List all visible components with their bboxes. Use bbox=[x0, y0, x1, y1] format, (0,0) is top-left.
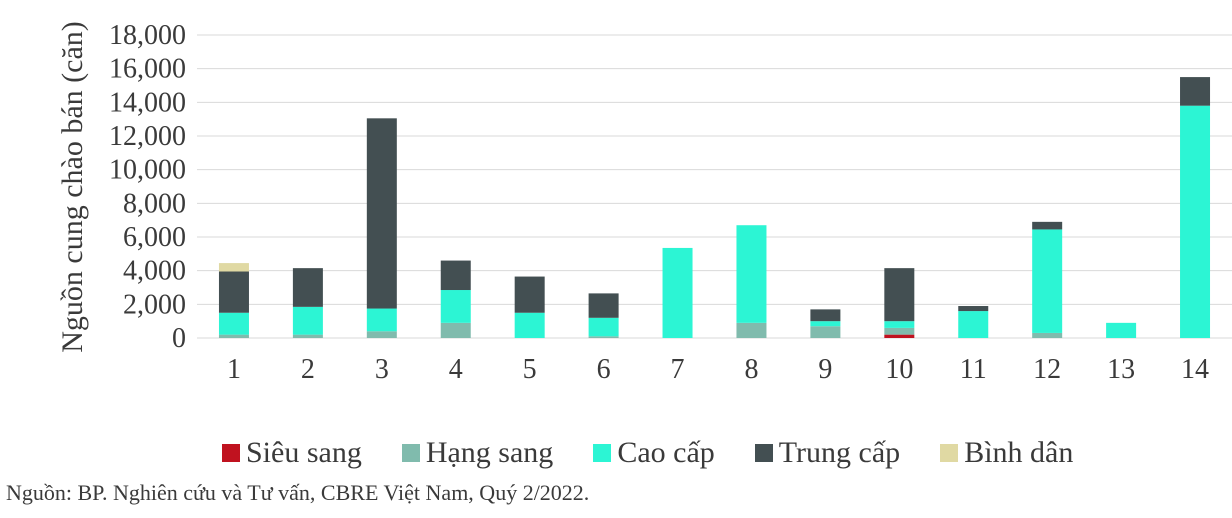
bar-segment bbox=[1032, 221, 1063, 230]
y-tick-label: 14,000 bbox=[109, 87, 186, 118]
x-tick-label: 4 bbox=[449, 354, 463, 385]
bar-segment bbox=[1180, 105, 1211, 338]
legend-label-sieu-sang: Siêu sang bbox=[246, 436, 362, 469]
bar-segment bbox=[366, 118, 397, 309]
gridlines bbox=[197, 34, 1232, 339]
x-tick-label: 9 bbox=[818, 354, 832, 385]
bar-segment bbox=[958, 306, 989, 312]
y-tick-label: 2,000 bbox=[123, 289, 186, 320]
bar-segment bbox=[884, 334, 915, 338]
bar-segment bbox=[292, 306, 323, 335]
legend-swatch-binh-dan bbox=[940, 444, 959, 462]
x-axis-ticks: 1 2 3 4 5 6 7 8 9 10 11 12 13 14 bbox=[227, 354, 1209, 385]
bar-segment bbox=[884, 268, 915, 322]
bar-segment bbox=[884, 327, 915, 335]
legend-label-binh-dan: Bình dân bbox=[964, 436, 1074, 469]
legend-label-trung-cap: Trung cấp bbox=[778, 436, 901, 469]
bar-segment bbox=[1180, 77, 1211, 106]
bar-segment bbox=[218, 263, 249, 272]
y-tick-label: 0 bbox=[172, 323, 186, 354]
y-tick-label: 4,000 bbox=[123, 256, 186, 287]
y-tick-label: 6,000 bbox=[123, 222, 186, 253]
y-axis-title: Nguồn cung chào bán (căn) bbox=[56, 21, 89, 353]
y-tick-label: 18,000 bbox=[109, 20, 186, 51]
x-tick-label: 12 bbox=[1033, 354, 1061, 385]
bar-segment bbox=[810, 321, 841, 327]
bar-segment bbox=[366, 331, 397, 338]
bar-segment bbox=[736, 322, 767, 338]
y-tick-label: 8,000 bbox=[123, 188, 186, 219]
source-note: Nguồn: BP. Nghiên cứu và Tư vấn, CBRE Vi… bbox=[6, 480, 590, 505]
legend-swatch-hang-sang bbox=[401, 444, 420, 462]
bar-segment bbox=[514, 276, 545, 313]
x-tick-label: 2 bbox=[301, 354, 315, 385]
bar-segment bbox=[366, 308, 397, 332]
x-tick-label: 3 bbox=[375, 354, 389, 385]
bar-segment bbox=[292, 268, 323, 307]
bar-segment bbox=[810, 326, 841, 338]
x-tick-label: 8 bbox=[744, 354, 758, 385]
legend-label-hang-sang: Hạng sang bbox=[425, 436, 554, 469]
legend-swatch-trung-cap bbox=[754, 444, 773, 462]
bar-segment bbox=[218, 271, 249, 313]
legend-item-trung-cap: Trung cấp bbox=[754, 436, 901, 470]
legend-item-hang-sang: Hạng sang bbox=[401, 436, 554, 470]
bar-segment bbox=[1032, 229, 1063, 333]
bar-segment bbox=[440, 290, 471, 323]
bar-segment bbox=[588, 336, 619, 338]
bar-segment bbox=[218, 334, 249, 338]
bars bbox=[218, 77, 1211, 338]
bar-segment bbox=[810, 309, 841, 322]
bar-segment bbox=[218, 312, 249, 335]
bar-segment bbox=[440, 322, 471, 338]
x-tick-label: 13 bbox=[1107, 354, 1135, 385]
legend: Siêu sang Hạng sang Cao cấp Trung cấp Bì… bbox=[222, 436, 1113, 470]
x-tick-label: 11 bbox=[960, 354, 987, 385]
x-tick-label: 10 bbox=[885, 354, 913, 385]
x-tick-label: 6 bbox=[597, 354, 611, 385]
legend-item-binh-dan: Bình dân bbox=[940, 436, 1073, 470]
bar-segment bbox=[736, 225, 767, 323]
x-tick-label: 5 bbox=[523, 354, 537, 385]
bar-segment bbox=[588, 293, 619, 318]
x-tick-label: 1 bbox=[227, 354, 241, 385]
bar-segment bbox=[440, 260, 471, 291]
bar-segment bbox=[292, 334, 323, 338]
legend-swatch-sieu-sang bbox=[222, 444, 240, 462]
x-tick-label: 7 bbox=[671, 354, 685, 385]
legend-item-cao-cap: Cao cấp bbox=[593, 436, 715, 470]
legend-swatch-cao-cap bbox=[593, 444, 612, 462]
y-tick-label: 10,000 bbox=[109, 155, 186, 186]
bar-segment bbox=[958, 311, 989, 338]
bar-segment bbox=[1106, 322, 1137, 338]
legend-item-sieu-sang: Siêu sang bbox=[222, 436, 362, 470]
x-tick-label: 14 bbox=[1181, 354, 1209, 385]
bar-segment bbox=[662, 247, 693, 338]
bar-segment bbox=[514, 312, 545, 338]
bar-segment bbox=[1032, 332, 1063, 338]
legend-label-cao-cap: Cao cấp bbox=[617, 436, 715, 469]
y-tick-label: 12,000 bbox=[109, 121, 186, 152]
y-tick-label: 16,000 bbox=[109, 54, 186, 85]
bar-segment bbox=[884, 321, 915, 328]
y-axis-ticks: 02,0004,0006,0008,00010,00012,00014,0001… bbox=[109, 20, 186, 354]
bar-segment bbox=[588, 317, 619, 337]
